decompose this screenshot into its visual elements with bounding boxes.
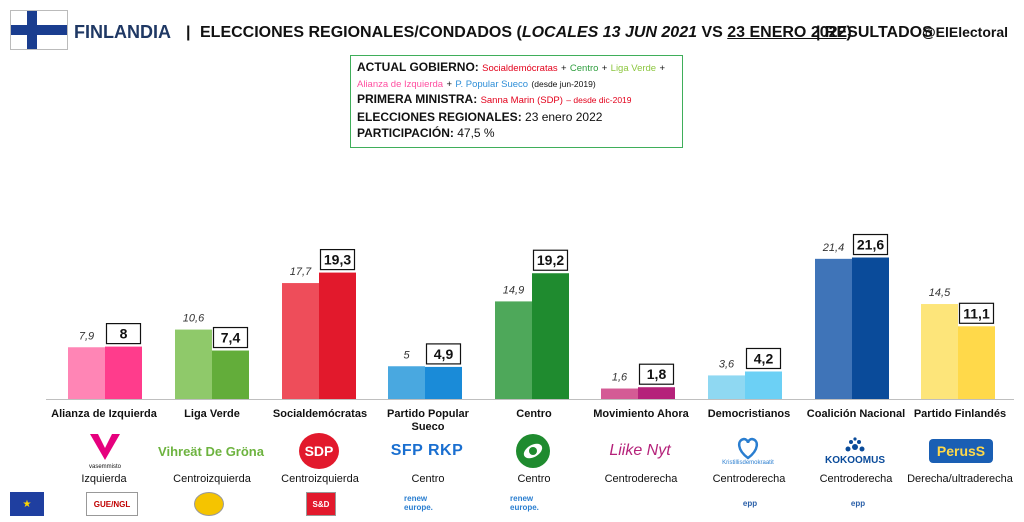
data-label-curr-4: 19,2 [537,252,564,268]
party-label-kokoomus: Coalición Nacional [806,408,906,420]
ideology-liga-verde: Centroizquierda [173,473,251,485]
ideology-liike-nyt: Centroderecha [604,473,678,485]
data-label-box-8 [958,302,995,324]
subtitle: ELECCIONES REGIONALES/CONDADOS (LOCALES … [200,24,852,41]
data-label-curr-5: 1,8 [647,366,667,382]
eu-group-logo: epp [850,498,866,508]
bar-prev-8 [921,304,958,399]
data-label-box-3 [425,343,462,365]
bar-curr-3 [425,366,462,399]
vihreat-logo-icon: Vihreät De Gröna [158,443,264,459]
bar-prev-7 [815,258,852,399]
elections-row: ELECCIONES REGIONALES: 23 enero 2022 [357,110,603,124]
svg-text:vasemmisto: vasemmisto [89,464,122,470]
data-label-curr-3: 4,9 [434,346,454,362]
data-label-prev-6: 3,6 [719,358,735,370]
ideology-sdp: Centroizquierda [281,473,359,485]
bar-prev-2 [282,283,319,399]
data-label-box-5 [638,363,675,385]
ideology-rkp: Centro [411,473,445,485]
eu-groups-footer: ★ GUE/NGL S&D renew europe. renew europe… [0,488,1024,522]
bar-prev-1 [175,329,212,399]
data-label-prev-4: 14,9 [503,284,524,296]
bar-curr-0 [105,346,142,399]
data-label-box-4 [532,249,569,271]
data-label-box-1 [212,326,249,349]
header: FINLANDIA | ELECCIONES REGIONALES/CONDAD… [0,0,1024,52]
data-label-prev-0: 7,9 [79,330,94,342]
government-info-box: ACTUAL GOBIERNO: Socialdemócratas + Cent… [350,55,683,148]
bar-curr-1 [212,350,249,399]
liike-nyt-logo-icon: Liike Nyt [609,442,671,459]
ideology-alianza: Izquierda [81,473,127,485]
data-label-prev-7: 21,4 [822,242,844,254]
ideology-centro: Centro [517,473,551,485]
bar-prev-4 [495,301,532,399]
bar-prev-5 [601,388,638,399]
eu-group-logo: renew europe. [404,494,433,512]
party-label-rkp: Partido Popular Sueco [387,408,469,433]
title-separator: | [186,24,191,41]
eu-group-logo: epp [742,498,758,508]
country-title: FINLANDIA [74,22,171,42]
ideology-kokoomus: Centroderecha [819,473,893,485]
eu-flag-icon: ★ [10,492,44,516]
sfp-rkp-logo-icon: SFP RKP [390,442,464,459]
data-label-box-2 [319,248,356,271]
party-label-perussuomalaiset: Partido Finlandés [913,408,1007,420]
vasemmisto-logo-icon: vasemmisto [50,432,160,470]
turnout-row: PARTICIPACIÓN: 47,5 % [357,126,495,140]
data-label-prev-1: 10,6 [183,313,205,325]
twitter-handle: @ElElectoral [922,24,1009,40]
party-label-kd: Democristianos [707,408,791,420]
data-label-box-6 [745,347,782,370]
government-row-2: Alianza de Izquierda + P. Popular Sueco … [357,79,596,90]
perussuomalaiset-logo-icon: PerusS [906,432,1016,470]
eu-group-logo [620,492,650,514]
data-label-curr-8: 11,1 [963,305,990,321]
data-label-prev-2: 17,7 [290,266,312,278]
bar-curr-5 [638,387,675,399]
eu-group-logo [194,492,224,516]
party-label-alianza: Alianza de Izquierda [51,408,157,420]
data-label-curr-0: 8 [120,326,128,342]
bar-prev-3 [388,366,425,399]
bar-curr-8 [958,326,995,399]
data-label-curr-2: 19,3 [324,252,351,268]
data-label-curr-1: 7,4 [221,330,241,346]
prime-minister-row: PRIMERA MINISTRA: Sanna Marin (SDP) – de… [357,92,632,106]
keskusta-logo-icon [478,432,588,470]
bar-prev-0 [68,347,105,399]
bar-prev-6 [708,375,745,399]
ideology-kd: Centroderecha [712,473,786,485]
eu-group-logo: GUE/NGL [86,492,138,516]
party-label-liike-nyt: Movimiento Ahora [593,408,689,420]
data-label-box-0 [105,323,142,345]
data-label-box-7 [852,233,889,256]
eu-group-logo [938,492,972,514]
party-label-centro: Centro [516,408,552,420]
x-axis-line [46,399,1014,400]
government-row: ACTUAL GOBIERNO: Socialdemócratas + Cent… [357,60,665,74]
bar-curr-2 [319,272,356,399]
party-label-liga-verde: Liga Verde [184,408,240,420]
eu-group-logo: S&D [306,492,336,516]
sdp-logo-icon: SDP [264,432,374,470]
kd-logo-icon: Kristillisdemokraatit [693,432,803,470]
finland-flag-icon [10,10,68,50]
kokoomus-logo-icon: KOKOOMUS [800,432,910,470]
eu-group-logo: renew europe. [510,494,539,512]
bar-curr-6 [745,371,782,399]
bar-curr-4 [532,273,569,399]
data-label-prev-3: 5 [403,349,410,361]
results-bar-chart: 7,9 8 10,6 7,4 17,7 19,3 5 4,9 14,9 19,2 1,6 1,8 3,6… [68,233,995,399]
data-label-prev-5: 1,6 [612,372,628,384]
data-label-prev-8: 14,5 [929,287,951,299]
data-label-curr-6: 4,2 [754,350,774,366]
results-label: | RESULTADOS [816,24,933,41]
ideology-perussuomalaiset: Derecha/ultraderecha [907,473,1013,485]
bar-curr-7 [852,257,889,399]
party-label-sdp: Socialdemócratas [272,408,368,420]
data-label-curr-7: 21,6 [857,237,884,253]
